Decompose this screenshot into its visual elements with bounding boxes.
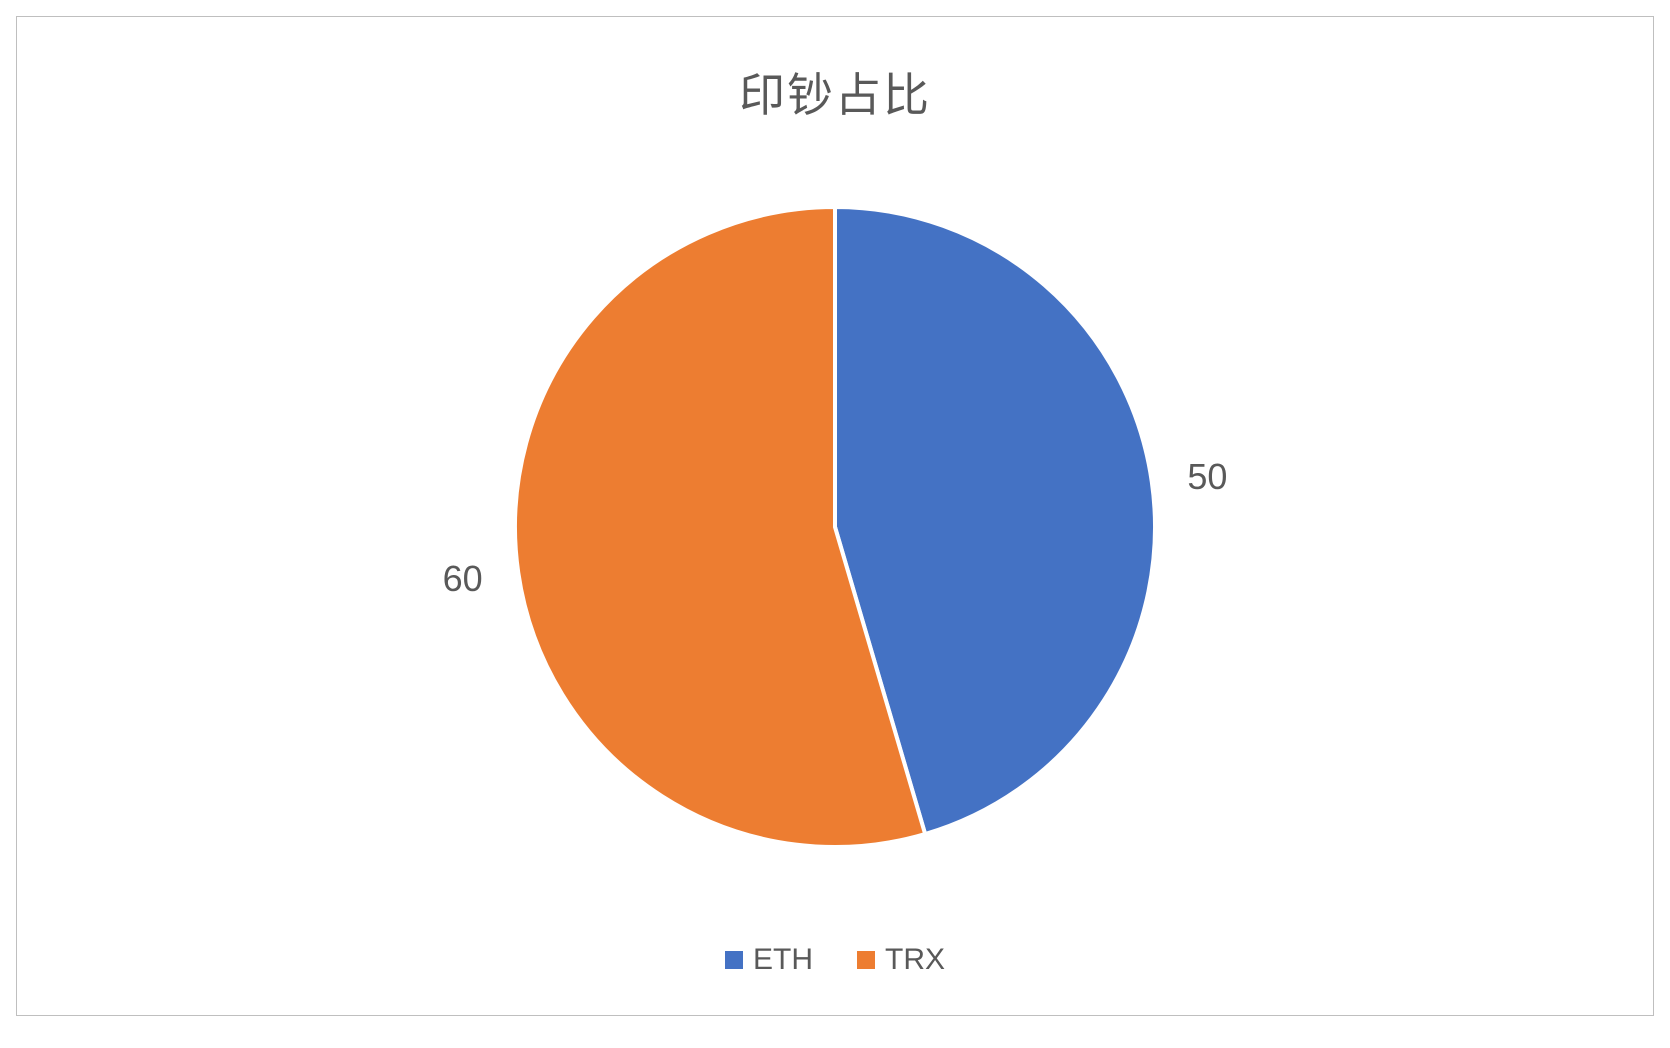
legend-item-trx: TRX (857, 943, 945, 977)
legend-label: TRX (885, 943, 945, 977)
chart-frame: 印钞占比 5060 ETHTRX (16, 16, 1654, 1016)
pie-label-trx: 60 (443, 558, 483, 600)
legend-swatch-icon (857, 951, 875, 969)
legend: ETH TRX (17, 943, 1653, 977)
pie-label-eth: 50 (1187, 456, 1227, 498)
pie-svg (511, 203, 1159, 851)
chart-title: 印钞占比 (17, 59, 1653, 125)
legend-item-eth: ETH (725, 943, 813, 977)
legend-label: ETH (753, 943, 813, 977)
pie-chart: 5060 (511, 203, 1159, 851)
legend-swatch-icon (725, 951, 743, 969)
